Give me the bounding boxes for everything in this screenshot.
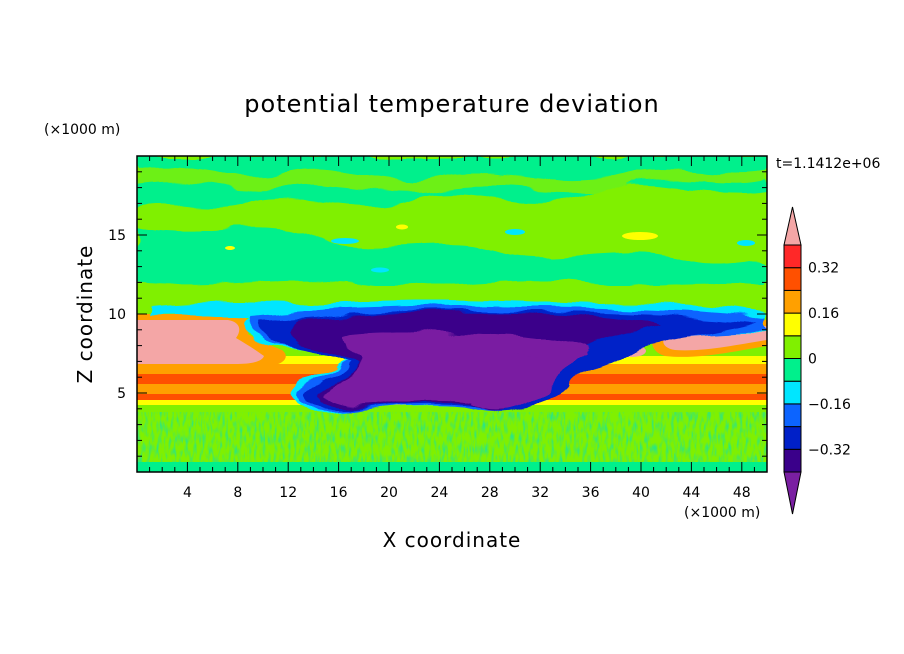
x-tick-label: 16 <box>330 485 348 501</box>
colorbar-swatch <box>783 312 802 337</box>
upper-band-light <box>137 167 767 194</box>
colorbar: 0.32 0.16 0 −0.16 −0.32 <box>783 206 851 515</box>
upper-band-mid <box>137 225 767 286</box>
colorbar-max-arrow <box>783 206 802 246</box>
colorbar-swatch <box>783 403 802 428</box>
colorbar-label: 0.16 <box>808 306 839 322</box>
colorbar-label: 0 <box>808 352 817 368</box>
y-tick-label: 10 <box>108 307 126 323</box>
x-tick-label: 40 <box>632 485 650 501</box>
colorbar-label: −0.32 <box>808 442 851 458</box>
time-label: t=1.1412e+06 <box>776 156 880 172</box>
colorbar-swatch <box>783 448 802 473</box>
colorbar-swatch <box>783 335 802 359</box>
y-axis-label: Z coordinate <box>73 245 97 384</box>
colorbar-min-arrow <box>783 471 802 515</box>
x-tick-label: 28 <box>481 485 499 501</box>
upper-layer <box>137 156 767 286</box>
cyan-spot <box>737 240 755 246</box>
x-tick-label: 36 <box>582 485 600 501</box>
x-tick-label: 8 <box>233 485 242 501</box>
colorbar-swatch <box>783 289 802 314</box>
x-axis: 4 8 12 16 20 24 28 32 36 40 44 48 <box>149 156 755 501</box>
colorbar-label: 0.32 <box>808 261 839 277</box>
x-tick-label: 20 <box>380 485 398 501</box>
colorbar-swatch <box>783 426 802 450</box>
y-tick-label: 5 <box>117 386 126 402</box>
x-tick-label: 4 <box>183 485 192 501</box>
colorbar-swatch <box>783 244 802 269</box>
colorbar-swatch <box>783 380 802 405</box>
x-axis-label: X coordinate <box>383 528 522 552</box>
contour-field <box>137 156 767 472</box>
cold-lower-lobe <box>404 351 556 411</box>
y-unit-label: (×1000 m) <box>44 122 120 138</box>
x-tick-label: 44 <box>682 485 700 501</box>
chart-title: potential temperature deviation <box>244 90 659 118</box>
yellow-spot <box>225 246 235 250</box>
x-tick-label: 32 <box>531 485 549 501</box>
x-tick-label: 12 <box>279 485 297 501</box>
cyan-spot <box>331 238 359 244</box>
y-axis: 5 10 15 <box>108 171 767 457</box>
cold-anomaly <box>150 299 767 415</box>
y-tick-label: 15 <box>108 228 126 244</box>
colorbar-swatch <box>783 358 802 382</box>
colorbar-label: −0.16 <box>808 397 851 413</box>
pink-patch-left-core <box>137 320 264 364</box>
cyan-spot <box>505 229 525 235</box>
cyan-spot <box>371 267 389 273</box>
x-tick-label: 48 <box>733 485 751 501</box>
yellow-spot <box>622 232 658 240</box>
colorbar-swatch <box>783 267 802 291</box>
x-tick-label: 24 <box>430 485 448 501</box>
x-unit-label: (×1000 m) <box>684 505 760 521</box>
yellow-spot <box>396 224 408 230</box>
